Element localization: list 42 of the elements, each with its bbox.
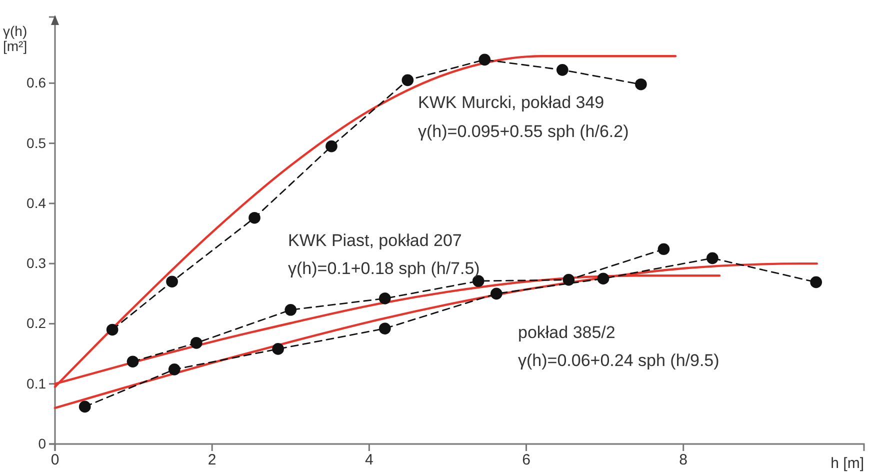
annotation: pokład 385/2 <box>518 323 616 342</box>
point <box>635 78 647 90</box>
point <box>706 252 718 264</box>
annotation: KWK Murcki, pokład 349 <box>418 93 604 112</box>
point <box>190 337 202 349</box>
point <box>378 322 391 334</box>
x-tick-label: 8 <box>679 452 688 469</box>
x-tick-label: 2 <box>208 452 216 469</box>
x-axis-title: h [m] <box>830 455 864 472</box>
y-tick-label: 0.6 <box>26 74 46 91</box>
point <box>478 54 491 66</box>
annotation: γ(h)=0.095+0.55 sph (h/6.2) <box>418 122 629 141</box>
x-tick-label: 4 <box>365 452 374 469</box>
point <box>78 400 91 413</box>
annotation: γ(h)=0.06+0.24 sph (h/9.5) <box>518 351 720 370</box>
annotation: γ(h)=0.1+0.18 sph (h/7.5) <box>288 259 480 278</box>
y-tick-label: 0.2 <box>26 315 46 332</box>
point <box>326 140 338 152</box>
point <box>810 276 822 288</box>
y-tick-label: 0.3 <box>26 255 46 272</box>
y-tick-label: 0.1 <box>26 375 46 392</box>
point <box>166 276 178 288</box>
y-tick-label: 0 <box>38 435 46 452</box>
point <box>168 364 180 376</box>
point <box>658 243 670 256</box>
x-tick-label: 0 <box>50 452 60 469</box>
x-tick-label: 6 <box>522 452 530 469</box>
y-axis-title: γ(h) [m²] <box>3 23 28 54</box>
point <box>556 64 568 76</box>
annotation: KWK Piast, pokład 207 <box>288 231 462 250</box>
point <box>248 212 260 224</box>
point <box>402 74 414 86</box>
point <box>597 272 610 285</box>
point <box>284 304 297 316</box>
y-tick-label: 0.5 <box>26 134 46 151</box>
point <box>272 343 284 355</box>
point <box>562 274 575 286</box>
point <box>106 324 118 336</box>
point <box>126 356 139 368</box>
point <box>378 292 391 304</box>
y-tick-label: 0.4 <box>26 194 46 211</box>
point <box>490 288 502 300</box>
